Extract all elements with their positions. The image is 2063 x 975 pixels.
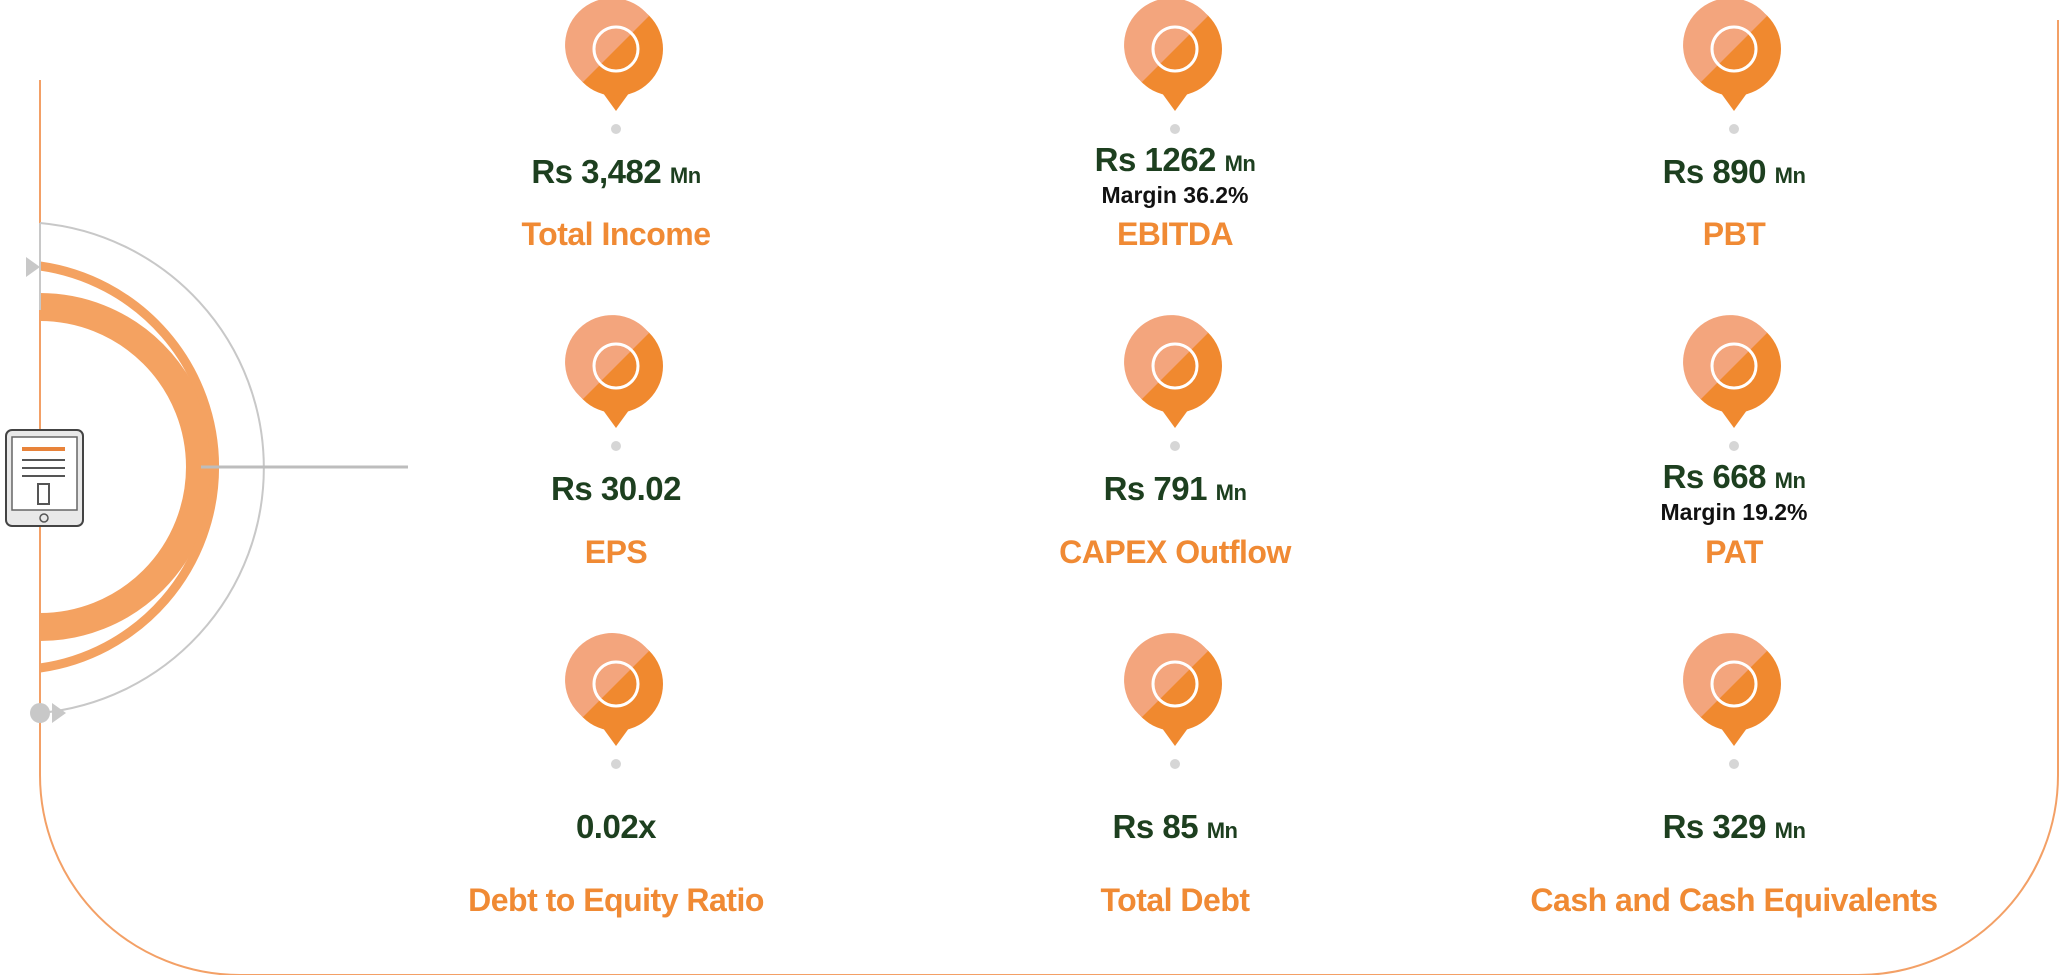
metric-label: PBT xyxy=(1703,216,1766,252)
pin-light xyxy=(1683,0,1767,82)
metric-value: Rs 791 Mn xyxy=(1104,470,1247,507)
metric: Rs 3,482 Mn Total Income xyxy=(522,0,711,252)
pin-dot xyxy=(611,441,621,451)
metric: Rs 1262 Mn Margin 36.2% EBITDA xyxy=(1095,0,1256,252)
pin-light xyxy=(565,315,649,399)
metric: Rs 30.02 EPS xyxy=(551,315,682,570)
pin-light xyxy=(1124,315,1208,399)
pin-dot xyxy=(1729,124,1739,134)
pin-glyph xyxy=(1710,25,1758,73)
pin-glyph xyxy=(1151,25,1199,73)
metric-label: PAT xyxy=(1705,534,1764,570)
unit: Mn xyxy=(1775,163,1806,188)
pin-light xyxy=(1124,633,1208,717)
metric-label: Total Debt xyxy=(1100,882,1250,918)
arc-decoration xyxy=(26,222,408,723)
pin-glyph xyxy=(1151,660,1199,708)
value: Rs 1262 xyxy=(1095,141,1216,178)
unit: Mn xyxy=(1216,480,1247,505)
pin-dot xyxy=(1729,441,1739,451)
metric-value: Rs 1262 Mn xyxy=(1095,141,1256,178)
pin-icon xyxy=(1683,633,1781,769)
frame xyxy=(39,20,2059,975)
value: Rs 668 xyxy=(1663,458,1767,495)
metric: Rs 668 Mn Margin 19.2% PAT xyxy=(1661,315,1808,570)
unit: Mn xyxy=(1775,818,1806,843)
pin-icon xyxy=(1683,315,1781,451)
metric-label: Total Income xyxy=(522,216,711,252)
metric-value: Rs 85 Mn xyxy=(1113,808,1238,845)
value: Rs 329 xyxy=(1663,808,1767,845)
metric-value: Rs 668 Mn xyxy=(1663,458,1806,495)
margin: Margin 36.2% xyxy=(1102,182,1249,208)
metric-label: CAPEX Outflow xyxy=(1059,534,1291,570)
metric-value: Rs 329 Mn xyxy=(1663,808,1806,845)
metric-label: EBITDA xyxy=(1117,216,1234,252)
pin-light xyxy=(1683,315,1767,399)
metric: 0.02x Debt to Equity Ratio xyxy=(468,633,764,918)
metric: Rs 329 Mn Cash and Cash Equivalents xyxy=(1530,633,1938,918)
margin: Margin 19.2% xyxy=(1661,499,1808,525)
pin-dot xyxy=(1170,124,1180,134)
metric: Rs 85 Mn Total Debt xyxy=(1100,633,1251,918)
pin-icon xyxy=(1124,0,1222,134)
unit: Mn xyxy=(1775,468,1806,493)
pin-icon xyxy=(565,633,663,769)
metric-label: EPS xyxy=(585,534,648,570)
pin-glyph xyxy=(1151,342,1199,390)
metric-value: Rs 890 Mn xyxy=(1663,153,1806,190)
unit: Mn xyxy=(670,163,701,188)
metrics: Rs 3,482 Mn Total Income Rs 1262 Mn Margin … xyxy=(468,0,1938,918)
pin-light xyxy=(1124,0,1208,82)
value: Rs 890 xyxy=(1663,153,1766,190)
pin-light xyxy=(565,633,649,717)
pin-dot xyxy=(1729,759,1739,769)
value: 0.02x xyxy=(576,808,657,845)
metric-value: Rs 3,482 Mn xyxy=(531,153,700,190)
metric-value: 0.02x xyxy=(576,808,657,845)
pin-light xyxy=(565,0,649,82)
pin-dot xyxy=(611,759,621,769)
pin-glyph xyxy=(1710,342,1758,390)
pin-icon xyxy=(565,315,663,451)
tablet-icon xyxy=(5,429,84,527)
pin-glyph xyxy=(1710,660,1758,708)
pin-icon xyxy=(1124,315,1222,451)
value: Rs 85 xyxy=(1113,808,1199,845)
value: Rs 30.02 xyxy=(551,470,681,507)
pin-glyph xyxy=(592,660,640,708)
pin-icon xyxy=(1683,0,1781,134)
pin-glyph xyxy=(592,342,640,390)
value: Rs 791 xyxy=(1104,470,1208,507)
metric: Rs 890 Mn PBT xyxy=(1663,0,1806,252)
pin-icon xyxy=(565,0,663,134)
pin-dot xyxy=(1170,441,1180,451)
unit: Mn xyxy=(1207,818,1238,843)
metric: Rs 791 Mn CAPEX Outflow xyxy=(1059,315,1292,570)
metric-label: Debt to Equity Ratio xyxy=(468,882,764,918)
pin-icon xyxy=(1124,633,1222,769)
pin-glyph xyxy=(592,25,640,73)
pin-dot xyxy=(611,124,621,134)
pin-light xyxy=(1683,633,1767,717)
unit: Mn xyxy=(1225,151,1256,176)
metric-value: Rs 30.02 xyxy=(551,470,681,507)
value: Rs 3,482 xyxy=(531,153,661,190)
pin-dot xyxy=(1170,759,1180,769)
metric-label: Cash and Cash Equivalents xyxy=(1530,882,1937,918)
